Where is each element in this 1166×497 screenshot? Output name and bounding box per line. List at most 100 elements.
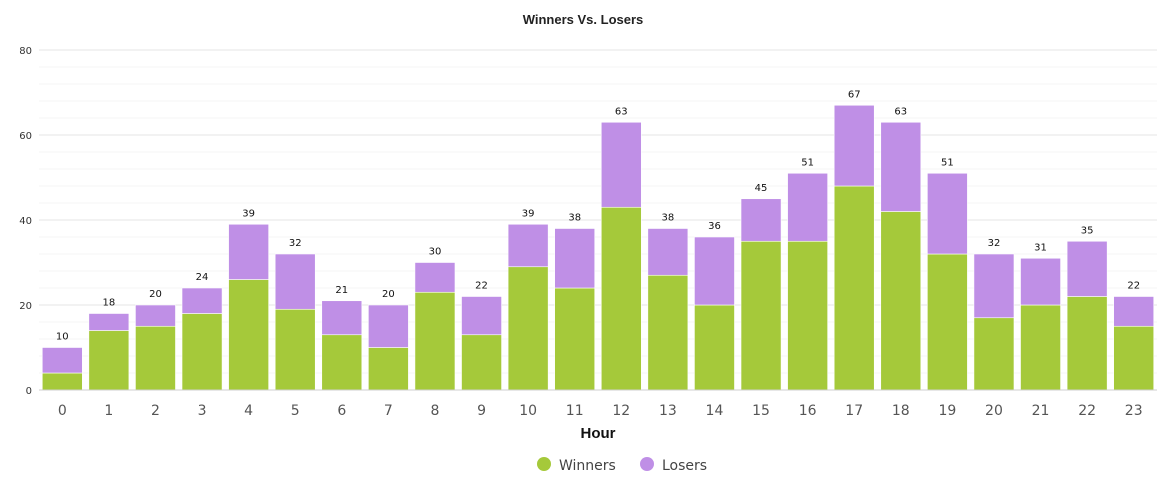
bar-winners-2[interactable] xyxy=(135,325,176,391)
total-label-6: 21 xyxy=(335,285,348,296)
x-tick-label-7: 7 xyxy=(384,403,393,419)
x-tick-label-3: 3 xyxy=(198,403,207,419)
x-tick-label-8: 8 xyxy=(430,403,439,419)
bar-winners-14[interactable] xyxy=(694,304,735,391)
total-label-5: 32 xyxy=(289,238,302,249)
y-tick-label: 40 xyxy=(19,216,32,227)
bar-losers-11[interactable] xyxy=(554,228,596,289)
bar-winners-0[interactable] xyxy=(41,372,83,391)
bar-winners-16[interactable] xyxy=(787,240,828,391)
bar-losers-1[interactable] xyxy=(88,313,130,331)
x-tick-label-18: 18 xyxy=(892,403,910,419)
bar-losers-10[interactable] xyxy=(507,223,549,268)
bar-winners-17[interactable] xyxy=(833,185,875,391)
bar-losers-23[interactable] xyxy=(1113,296,1155,327)
total-label-17: 67 xyxy=(848,89,861,100)
legend-item-winners[interactable]: Winners xyxy=(559,458,616,474)
total-label-13: 38 xyxy=(662,213,675,224)
total-label-7: 20 xyxy=(382,289,395,300)
bar-winners-13[interactable] xyxy=(647,274,689,391)
bar-losers-7[interactable] xyxy=(368,304,409,348)
x-tick-label-11: 11 xyxy=(566,403,584,419)
legend-marker-losers xyxy=(640,457,654,471)
total-label-2: 20 xyxy=(149,289,162,300)
bar-winners-6[interactable] xyxy=(321,334,363,391)
bar-winners-21[interactable] xyxy=(1020,304,1061,391)
bar-winners-19[interactable] xyxy=(927,253,968,391)
total-label-0: 10 xyxy=(56,332,69,343)
x-tick-label-23: 23 xyxy=(1125,403,1143,419)
bar-winners-15[interactable] xyxy=(740,240,782,391)
y-tick-label: 80 xyxy=(19,46,32,57)
x-tick-label-10: 10 xyxy=(519,403,537,419)
y-tick-label: 0 xyxy=(26,386,32,397)
bar-winners-10[interactable] xyxy=(507,266,549,391)
legend: Winners Losers xyxy=(537,457,707,474)
bar-losers-5[interactable] xyxy=(274,253,316,310)
bar-losers-17[interactable] xyxy=(833,104,875,187)
bar-winners-12[interactable] xyxy=(600,206,642,391)
chart-title: Winners Vs. Losers xyxy=(523,12,644,27)
bar-winners-23[interactable] xyxy=(1113,325,1155,391)
legend-item-losers[interactable]: Losers xyxy=(662,458,707,474)
bar-losers-9[interactable] xyxy=(461,296,502,336)
total-label-23: 22 xyxy=(1127,281,1140,292)
bar-winners-22[interactable] xyxy=(1066,296,1108,391)
total-label-16: 51 xyxy=(801,157,814,168)
bar-losers-20[interactable] xyxy=(973,253,1015,319)
x-tick-label-2: 2 xyxy=(151,403,160,419)
total-label-22: 35 xyxy=(1081,225,1094,236)
x-tick-label-5: 5 xyxy=(291,403,300,419)
bar-winners-9[interactable] xyxy=(461,334,502,391)
x-tick-label-12: 12 xyxy=(612,403,630,419)
bar-losers-6[interactable] xyxy=(321,300,363,336)
total-label-3: 24 xyxy=(196,272,209,283)
x-axis-title: Hour xyxy=(581,425,616,442)
bar-winners-20[interactable] xyxy=(973,317,1015,391)
bar-losers-14[interactable] xyxy=(694,236,735,306)
x-tick-label-16: 16 xyxy=(799,403,817,419)
bar-winners-8[interactable] xyxy=(414,291,456,391)
bar-losers-15[interactable] xyxy=(740,198,782,242)
bar-losers-16[interactable] xyxy=(787,172,828,242)
total-label-4: 39 xyxy=(242,208,255,219)
x-tick-label-6: 6 xyxy=(337,403,346,419)
y-tick-label: 20 xyxy=(19,301,32,312)
bar-losers-8[interactable] xyxy=(414,262,456,293)
x-tick-label-15: 15 xyxy=(752,403,770,419)
total-label-21: 31 xyxy=(1034,242,1047,253)
bar-losers-22[interactable] xyxy=(1066,240,1108,297)
bar-losers-4[interactable] xyxy=(228,223,269,280)
bar-losers-18[interactable] xyxy=(880,121,922,212)
bar-losers-13[interactable] xyxy=(647,228,689,276)
total-label-9: 22 xyxy=(475,281,488,292)
bar-losers-0[interactable] xyxy=(41,347,83,374)
total-label-1: 18 xyxy=(103,298,116,309)
bar-losers-19[interactable] xyxy=(927,172,968,255)
total-label-11: 38 xyxy=(568,213,581,224)
bar-winners-7[interactable] xyxy=(368,347,409,391)
bar-winners-3[interactable] xyxy=(181,313,223,391)
x-tick-label-14: 14 xyxy=(706,403,724,419)
bar-winners-11[interactable] xyxy=(554,287,596,391)
x-tick-label-4: 4 xyxy=(244,403,253,419)
x-tick-label-1: 1 xyxy=(104,403,113,419)
total-label-8: 30 xyxy=(429,247,442,258)
bar-winners-4[interactable] xyxy=(228,279,269,391)
bar-losers-12[interactable] xyxy=(600,121,642,208)
grid-lines xyxy=(39,49,1157,374)
total-label-10: 39 xyxy=(522,208,535,219)
total-label-18: 63 xyxy=(894,106,907,117)
x-tick-label-0: 0 xyxy=(58,403,67,419)
bar-winners-1[interactable] xyxy=(88,330,130,391)
bar-winners-18[interactable] xyxy=(880,211,922,391)
x-tick-label-22: 22 xyxy=(1078,403,1096,419)
total-label-19: 51 xyxy=(941,157,954,168)
bar-losers-3[interactable] xyxy=(181,287,223,314)
bar-losers-21[interactable] xyxy=(1020,257,1061,306)
bar-winners-5[interactable] xyxy=(274,308,316,391)
data-labels: 10 18 20 24 39 32 21 20 30 22 39 38 63 38 36 45 51 67 63 51… xyxy=(56,89,1140,342)
bar-losers-2[interactable] xyxy=(135,304,176,327)
